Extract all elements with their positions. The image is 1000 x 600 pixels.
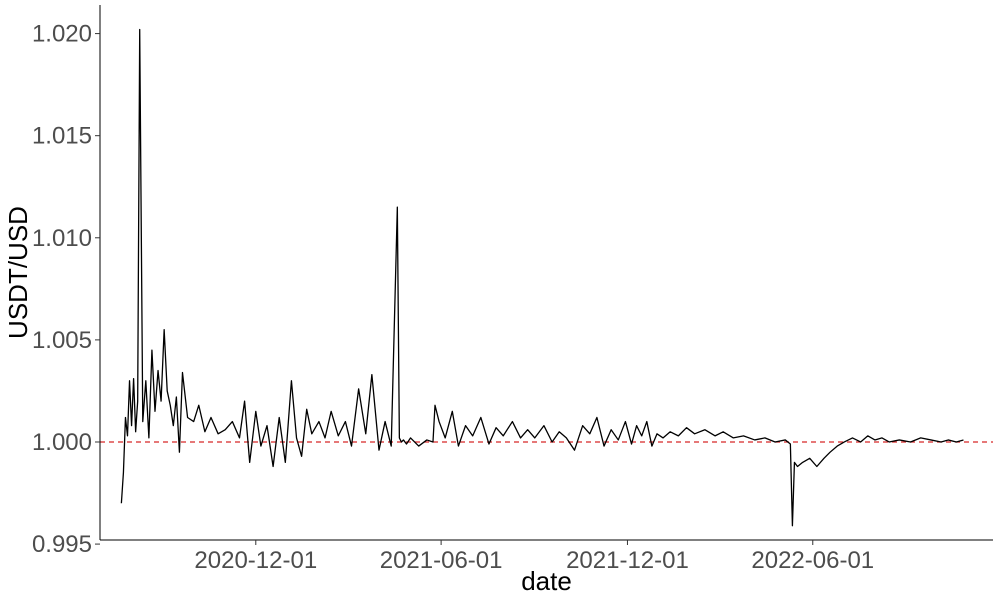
x-tick-label: 2021-12-01 <box>566 547 689 574</box>
y-tick-label: 1.015 <box>32 123 92 150</box>
x-axis-title: date <box>521 566 572 596</box>
y-axis-title: USDT/USD <box>3 206 33 339</box>
y-tick-label: 1.005 <box>32 327 92 354</box>
axes-layer <box>99 5 993 541</box>
series-line-0 <box>120 28 964 527</box>
x-tick-label: 2022-06-01 <box>751 547 874 574</box>
y-tick-label: 0.995 <box>32 531 92 558</box>
x-tick-label: 2020-12-01 <box>194 547 317 574</box>
y-tick-label: 1.000 <box>32 429 92 456</box>
ticks-layer: 0.995 1.000 1.005 1.010 1.015 1.020 2020-12-01… <box>32 21 874 574</box>
series-layer <box>120 28 964 527</box>
y-tick-label: 1.010 <box>32 225 92 252</box>
x-tick-label: 2021-06-01 <box>380 547 503 574</box>
y-tick-label: 1.020 <box>32 21 92 48</box>
